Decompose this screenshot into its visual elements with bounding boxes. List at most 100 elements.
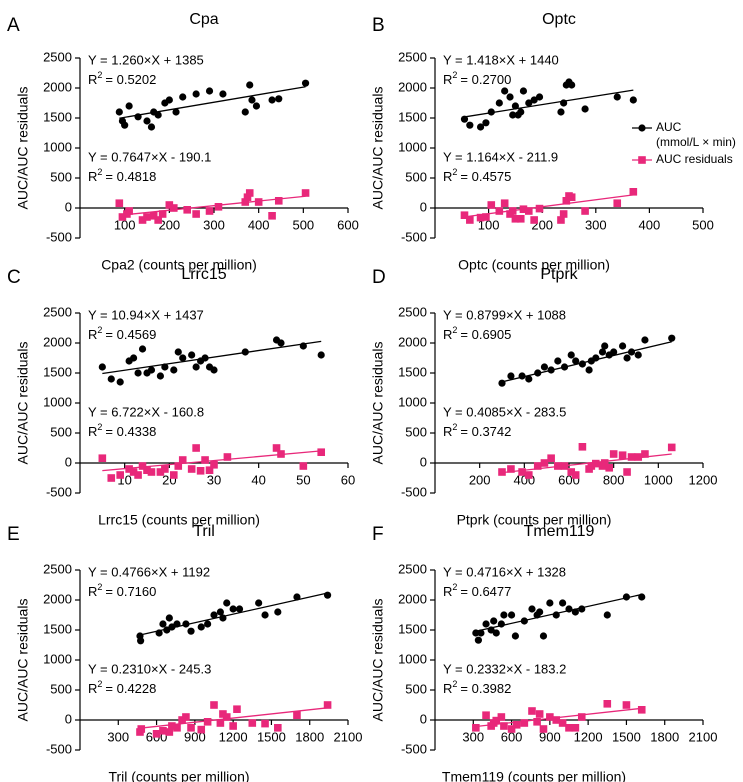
- data-point: [138, 345, 147, 353]
- data-point: [536, 608, 544, 616]
- data-point: [512, 721, 521, 729]
- x-tick-label: 100: [114, 218, 136, 233]
- data-point: [125, 465, 133, 473]
- data-point: [558, 719, 567, 727]
- data-point: [243, 193, 252, 201]
- r-squared-symbol: R: [443, 72, 452, 87]
- data-point: [235, 605, 244, 613]
- y-tick-label: 1000: [43, 139, 72, 154]
- data-point: [571, 471, 580, 479]
- data-point: [187, 724, 195, 732]
- data-point: [138, 462, 147, 470]
- data-point: [98, 454, 107, 462]
- data-point: [143, 117, 151, 125]
- data-point: [201, 354, 209, 362]
- data-point: [197, 725, 206, 734]
- data-point: [530, 96, 538, 104]
- legend-marker-auc: [638, 124, 646, 132]
- data-point: [246, 81, 254, 89]
- series-auc: Y = 1.260×X + 1385 R2 = 0.5202: [88, 52, 310, 131]
- y-tick-label: 0: [420, 199, 427, 214]
- data-point: [261, 719, 269, 728]
- series-auc-residuals: Y = 0.2332×X - 183.2 R2 = 0.3982: [443, 661, 646, 733]
- data-point: [192, 444, 200, 452]
- data-point: [125, 102, 133, 110]
- data-point: [482, 119, 490, 127]
- x-tick-label: 200: [158, 218, 180, 233]
- y-tick-label: 500: [405, 169, 427, 184]
- data-point: [482, 213, 490, 221]
- data-point: [623, 354, 631, 362]
- y-tick-label: 1000: [43, 651, 72, 666]
- y-tick-label: 2500: [398, 561, 427, 576]
- data-point: [482, 711, 490, 719]
- r-squared-value: = 0.4569: [105, 327, 156, 342]
- r-squared-exponent: 2: [452, 325, 457, 335]
- data-point: [498, 468, 506, 476]
- data-point: [629, 96, 637, 104]
- panel-letter: B: [372, 15, 385, 36]
- series-auc-residuals: Y = 0.7647×X - 190.1 R2 = 0.4818: [88, 149, 310, 224]
- data-point: [168, 722, 176, 730]
- data-point: [641, 336, 649, 344]
- data-point: [600, 459, 609, 467]
- data-point: [520, 617, 528, 625]
- data-point: [245, 189, 254, 197]
- data-point: [571, 608, 579, 616]
- data-point: [581, 207, 589, 215]
- data-point: [274, 197, 283, 205]
- data-point: [241, 108, 249, 116]
- r-squared: R2 = 0.3982: [443, 679, 511, 696]
- y-tick-label: 1500: [398, 621, 427, 636]
- data-point: [546, 713, 554, 721]
- x-tick-label: 50: [296, 473, 310, 488]
- data-point: [622, 593, 631, 601]
- data-point: [554, 357, 562, 365]
- x-tick-label: 500: [292, 218, 314, 233]
- data-point: [535, 93, 544, 101]
- y-tick-label: 500: [50, 169, 72, 184]
- data-point: [219, 614, 227, 622]
- r-squared-symbol: R: [88, 424, 97, 439]
- data-point: [592, 354, 600, 362]
- r-squared-symbol: R: [88, 169, 97, 184]
- data-point: [641, 450, 649, 458]
- x-tick-label: 2100: [334, 730, 363, 745]
- data-point: [466, 216, 474, 224]
- data-point: [210, 701, 218, 709]
- y-tick-label: 500: [50, 681, 72, 696]
- chart-title: Cpa: [189, 11, 218, 28]
- r-squared: R2 = 0.4228: [88, 679, 156, 696]
- data-point: [547, 366, 555, 374]
- data-point: [192, 90, 200, 98]
- data-point: [147, 366, 156, 374]
- data-point: [509, 111, 517, 119]
- x-tick-label: 40: [251, 473, 265, 488]
- data-point: [165, 96, 173, 104]
- panel-letter: E: [7, 524, 20, 545]
- data-point: [507, 611, 516, 619]
- r-squared-symbol: R: [443, 584, 452, 599]
- data-point: [116, 378, 124, 386]
- data-point: [203, 718, 212, 726]
- data-point: [173, 620, 181, 628]
- regression-equation: Y = 0.4085×X - 283.5: [443, 404, 566, 419]
- data-point: [116, 471, 124, 479]
- panel-letter: C: [7, 267, 21, 288]
- data-point: [222, 713, 231, 721]
- x-tick-label: 900: [539, 730, 561, 745]
- data-point: [508, 207, 517, 215]
- data-point: [178, 716, 186, 724]
- data-point: [572, 357, 580, 365]
- data-point: [506, 93, 514, 101]
- y-tick-label: 1000: [398, 651, 427, 666]
- r-squared-symbol: R: [88, 584, 97, 599]
- series-auc-residuals: Y = 0.2310×X - 245.3 R2 = 0.4228: [88, 661, 332, 738]
- data-point: [535, 204, 544, 213]
- x-tick-label: 800: [603, 473, 625, 488]
- data-point: [622, 701, 631, 709]
- y-tick-label: -500: [46, 229, 72, 244]
- regression-line: [102, 340, 322, 375]
- data-point: [254, 198, 263, 206]
